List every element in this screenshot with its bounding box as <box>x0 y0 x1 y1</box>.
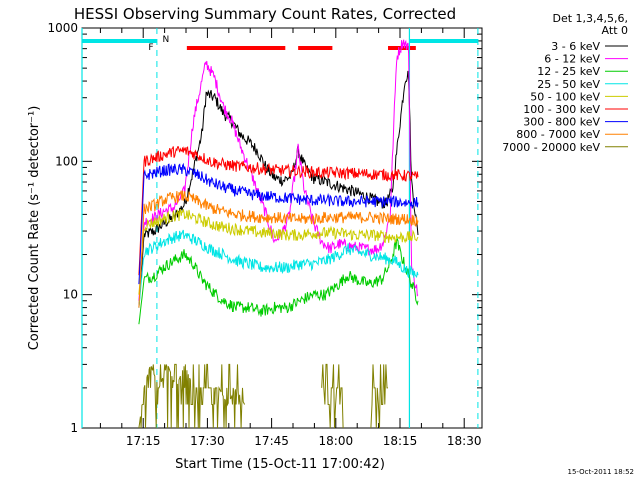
legend-label-300-800-kev: 300 - 800 keV <box>523 116 600 129</box>
series-50-100-kev <box>138 208 419 295</box>
series-100-300-kev <box>138 146 419 276</box>
series-3-6-kev <box>138 70 419 308</box>
x-tick-label: 17:30 <box>190 434 225 448</box>
legend-label-6-12-kev: 6 - 12 keV <box>544 53 600 66</box>
series-800-7000-kev <box>138 190 419 308</box>
series-12-25-kev <box>138 237 419 325</box>
legend-label-12-25-kev: 12 - 25 keV <box>537 65 600 78</box>
legend-label-50-100-kev: 50 - 100 keV <box>530 90 600 103</box>
series-6-12-kev <box>138 39 419 301</box>
night-flag-label: N <box>162 35 169 45</box>
axes: 1 10 100 1000 17:15 17:30 17:45 18:00 18:15 18:30 <box>47 21 482 448</box>
x-tick-label: 17:15 <box>126 434 161 448</box>
x-axis-label: Start Time (15-Oct-11 17:00:42) <box>175 457 385 472</box>
chart-title: HESSI Observing Summary Count Rates, Cor… <box>74 5 456 23</box>
series-lines <box>138 39 419 429</box>
legend-label-3-6-kev: 3 - 6 keV <box>551 40 600 53</box>
series-300-800-kev <box>138 162 419 285</box>
x-tick-label: 17:45 <box>254 434 289 448</box>
legend-header-line-2: Att 0 <box>602 24 628 37</box>
footer-timestamp: 15-Oct-2011 18:52 <box>568 468 634 476</box>
y-axis-label: Corrected Count Rate (s⁻¹ detector⁻¹) <box>27 106 42 351</box>
y-tick-label: 10 <box>63 288 78 302</box>
x-tick-label: 18:15 <box>383 434 418 448</box>
legend-label-7000-20000-kev: 7000 - 20000 keV <box>502 141 600 154</box>
y-tick-label: 100 <box>55 154 78 168</box>
series-7000-20000-kev-segment <box>321 363 344 429</box>
series-25-50-kev <box>138 229 419 308</box>
legend-header-line-1: Det 1,3,4,5,6, <box>552 12 628 25</box>
legend-label-100-300-kev: 100 - 300 keV <box>523 103 600 116</box>
y-tick-label: 1000 <box>47 21 78 35</box>
legend-label-800-7000-kev: 800 - 7000 keV <box>516 128 600 141</box>
legend-label-25-50-kev: 25 - 50 keV <box>537 78 600 91</box>
x-tick-label: 18:00 <box>319 434 354 448</box>
x-tick-label: 18:30 <box>447 434 482 448</box>
series-7000-20000-kev-segment <box>370 364 388 429</box>
series-7000-20000-kev <box>138 363 246 429</box>
flare-flag-label: F <box>148 43 153 53</box>
y-tick-label: 1 <box>70 421 78 435</box>
